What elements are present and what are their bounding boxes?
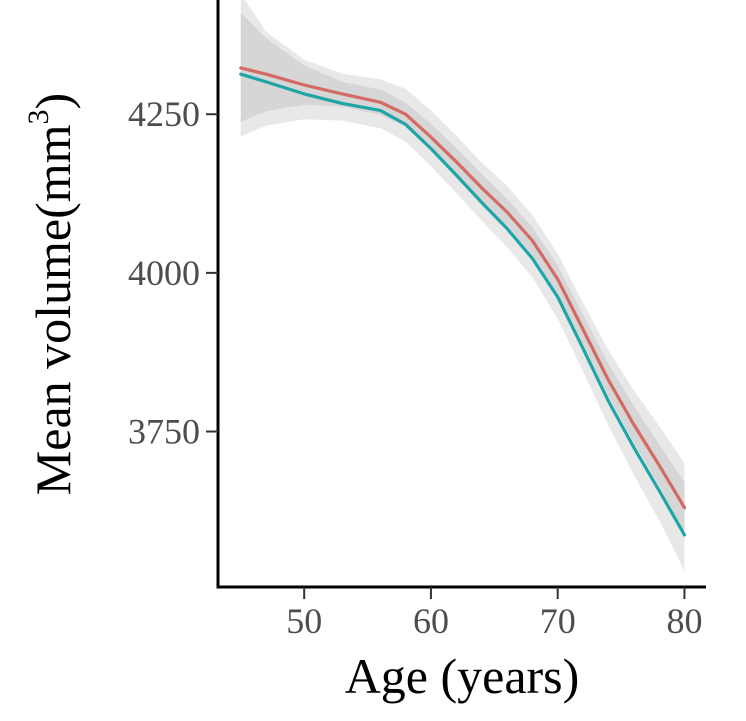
y-axis-title-close: ): [25, 93, 81, 110]
x-tick-label: 50: [286, 601, 322, 641]
x-tick-label: 80: [666, 601, 702, 641]
confidence-band-inner-0: [240, 12, 685, 534]
y-tick-label: 4000: [128, 253, 200, 293]
axes: [216, 0, 706, 589]
y-axis-title: Mean volume(mm3): [22, 93, 81, 495]
series-line-1: [239, 72, 687, 537]
x-axis-title: Age (years): [345, 648, 580, 704]
confidence-bands: [240, 0, 685, 572]
series-line-0: [239, 66, 687, 510]
y-tick-label: 3750: [128, 412, 200, 452]
y-axis-title-main: Mean volume(mm: [25, 124, 81, 495]
series-lines: [239, 66, 687, 537]
x-tick-label: 70: [540, 601, 576, 641]
y-tick-label: 4250: [128, 94, 200, 134]
x-tick-label: 60: [413, 601, 449, 641]
y-axis-title-superscript: 3: [22, 109, 55, 124]
ticks: 50 60 70 80 3750 4000 4250: [128, 94, 702, 641]
